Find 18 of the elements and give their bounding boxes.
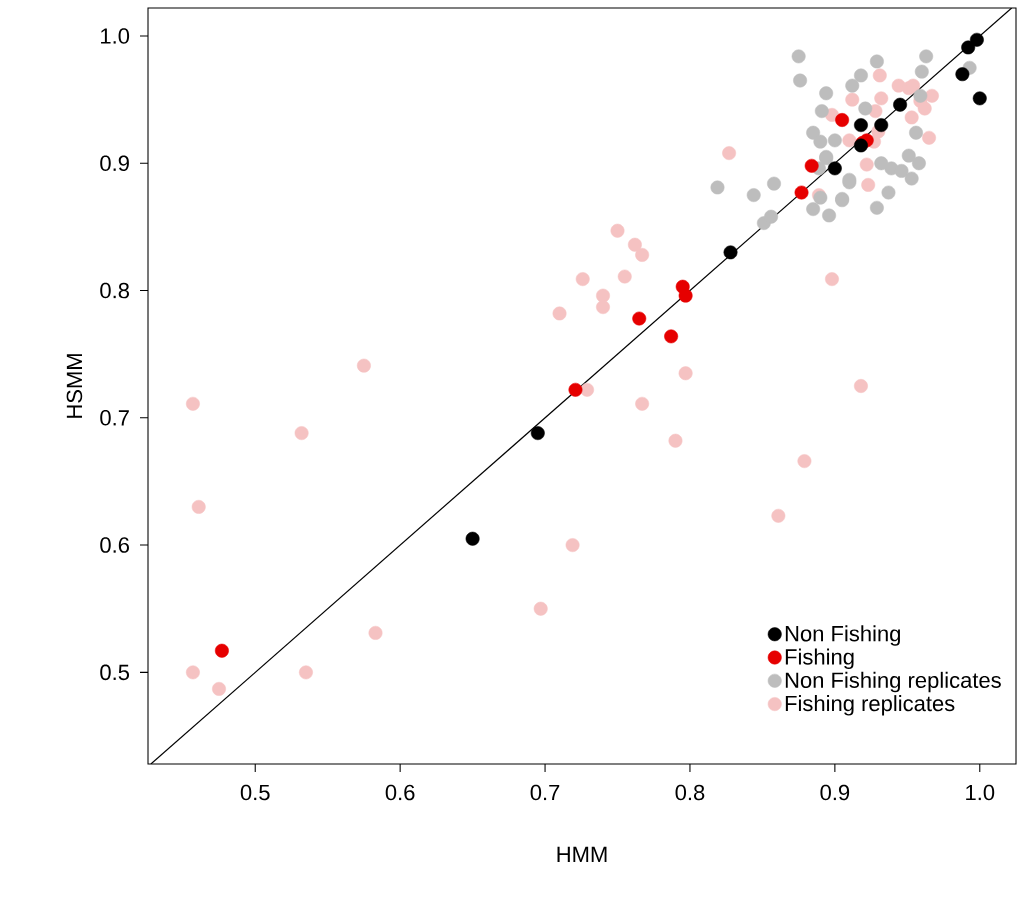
x-axis-title: HMM xyxy=(557,846,607,862)
y-tick-label: 0.6 xyxy=(100,537,129,553)
x-tick-label: 0.8 xyxy=(675,784,705,801)
y-tick-label: 0.7 xyxy=(100,410,129,426)
x-tick-label: 0.9 xyxy=(820,784,850,801)
legend-label: Non Fishing replicates xyxy=(785,671,1001,693)
x-tick-label: 0.6 xyxy=(385,784,415,801)
x-tick-label: 1.0 xyxy=(966,784,995,801)
x-tick-label: 0.7 xyxy=(530,784,560,801)
y-axis-title: HSMM xyxy=(66,354,83,418)
y-tick-label: 0.5 xyxy=(100,664,130,681)
x-tick-label: 0.5 xyxy=(240,784,270,801)
legend-label: Fishing xyxy=(785,648,854,670)
y-tick-label: 0.8 xyxy=(100,282,129,299)
legend-label: Fishing replicates xyxy=(785,695,955,716)
legend-label: Non Fishing xyxy=(785,625,900,646)
y-tick-label: 1.0 xyxy=(101,28,130,44)
y-tick-label: 0.9 xyxy=(100,155,129,172)
